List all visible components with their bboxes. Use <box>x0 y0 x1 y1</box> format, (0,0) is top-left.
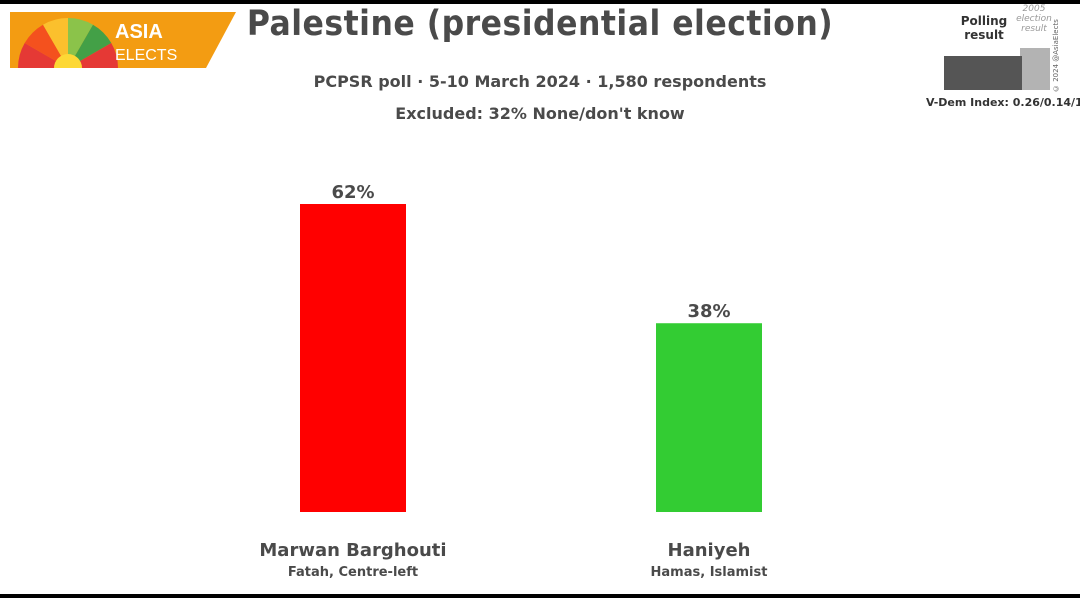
chart-subtitle: PCPSR poll · 5-10 March 2024 · 1,580 res… <box>313 72 767 91</box>
candidate-name-2: Haniyeh <box>667 540 751 561</box>
excluded-note: Excluded: 32% None/don't know <box>395 104 685 123</box>
logo-line2: ELECTS <box>115 47 177 64</box>
bar-value-label-2: 38% <box>687 301 730 322</box>
candidate-name-1: Marwan Barghouti <box>259 540 447 561</box>
candidate-party-1: Fatah, Centre-left <box>287 565 419 580</box>
chart-frame <box>0 4 1080 594</box>
bar-2 <box>656 323 762 512</box>
chart-title: Palestine (presidential election) <box>246 4 834 44</box>
candidate-party-2: Hamas, Islamist <box>650 565 768 580</box>
legend-vdem: V-Dem Index: 0.26/0.14/1 <box>926 96 1080 109</box>
legend-polling-label: Polling result <box>960 14 1008 42</box>
asia-elects-logo: ASIA ELECTS <box>10 12 236 68</box>
bar-1 <box>300 204 406 512</box>
legend-election-label: 2005 election result <box>1016 4 1052 34</box>
legend-election-swatch <box>1020 48 1050 90</box>
legend-polling-swatch <box>944 56 1022 90</box>
logo-line1: ASIA <box>115 21 163 43</box>
legend: Polling result 2005 election result © 20… <box>926 4 1080 118</box>
bar-value-label-1: 62% <box>331 182 374 203</box>
